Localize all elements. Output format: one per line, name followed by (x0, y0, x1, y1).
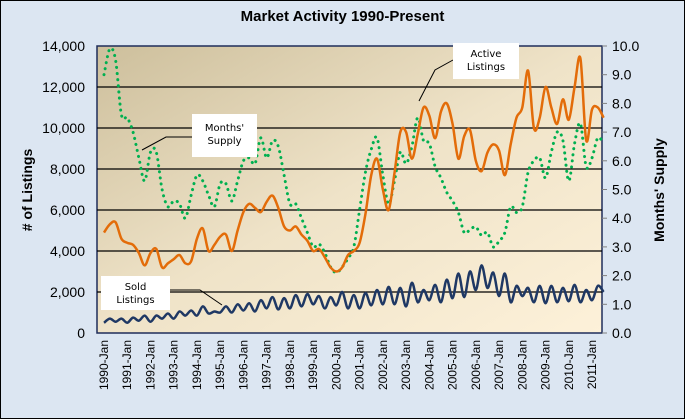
x-tick-label: 2001-Jan (353, 340, 367, 390)
x-axis: 1990-Jan 1991-Jan 1992-Jan 1993-Jan 1994-Jan… (97, 340, 599, 390)
x-tick-label: 2000-Jan (329, 340, 343, 390)
x-tick-label: 1999-Jan (306, 340, 320, 390)
x-tick-label: 2005-Jan (446, 340, 460, 390)
x-tick-label: 1994-Jan (190, 340, 204, 390)
x-tick-label: 2008-Jan (515, 340, 529, 390)
x-tick-label: 1991-Jan (120, 340, 134, 390)
callout-leader-line (170, 289, 223, 306)
series-lines (102, 46, 606, 324)
y-tick-label: 6,000 (50, 202, 85, 218)
y-tick-label: 12,000 (42, 79, 85, 95)
y2-tick-label: 9.0 (612, 67, 632, 83)
series-line-sold-listings (103, 264, 605, 324)
callout-text: Months' (205, 123, 244, 134)
y2-tick-label: 4.0 (612, 210, 632, 226)
x-tick-label: 2009-Jan (539, 340, 553, 390)
callout-text: Listings (467, 62, 505, 73)
series-line-months-supply (102, 46, 606, 275)
y-tick-label: 2,000 (50, 284, 85, 300)
callout-sold-listings: Sold Listings (101, 276, 223, 310)
x-tick-label: 2010-Jan (562, 340, 576, 390)
callout-box (453, 43, 519, 79)
y-tick-label: 4,000 (50, 243, 85, 259)
x-tick-label: 2007-Jan (492, 340, 506, 390)
callout-text: Listings (116, 295, 154, 306)
callout-leader-line (418, 59, 454, 102)
x-tick-label: 2004-Jan (422, 340, 436, 390)
x-tick-label: 1998-Jan (283, 340, 297, 390)
gridlines (97, 86, 602, 293)
y2-tick-label: 8.0 (612, 95, 632, 111)
x-tick-label: 1993-Jan (167, 340, 181, 390)
y-axis-left: 0 2,000 4,000 6,000 8,000 10,000 12,000 14,000 (42, 38, 85, 341)
x-tick-label: 2002-Jan (376, 340, 390, 390)
y2-tick-label: 6.0 (612, 153, 632, 169)
y-tick-label: 8,000 (50, 161, 85, 177)
y2-tick-label: 0.0 (612, 325, 632, 341)
y2-tick-label: 7.0 (612, 124, 632, 140)
y2-tick-label: 1.0 (612, 296, 632, 312)
y-tick-label: 0 (77, 325, 85, 341)
series-line-active-listings (102, 55, 605, 273)
chart-title: Market Activity 1990-Present (240, 8, 445, 25)
callout-leader-line (141, 136, 192, 151)
annotations: Active Listings Months' Supply Sold Listings (101, 43, 519, 310)
x-tick-label: 1996-Jan (236, 340, 250, 390)
x-tick-label: 1990-Jan (97, 340, 111, 390)
x-tick-label: 1995-Jan (213, 340, 227, 390)
y-axis-right: 0.0 1.0 2.0 3.0 4.0 5.0 6.0 7.0 8.0 9.0 10.0 (602, 38, 639, 341)
callout-active-listings: Active Listings (418, 43, 519, 102)
callout-text: Sold (125, 282, 147, 293)
callout-text: Supply (207, 136, 241, 147)
x-tick-label: 2006-Jan (469, 340, 483, 390)
callout-months-supply: Months' Supply (141, 114, 257, 157)
callout-box (101, 276, 170, 310)
x-tick-label: 1992-Jan (143, 340, 157, 390)
y2-tick-label: 3.0 (612, 239, 632, 255)
callout-text: Active (471, 49, 502, 60)
y2-axis-label: Months' Supply (651, 138, 667, 242)
y-tick-label: 10,000 (42, 120, 85, 136)
y2-tick-label: 2.0 (612, 268, 632, 284)
x-tick-label: 2003-Jan (399, 340, 413, 390)
y2-tick-label: 10.0 (612, 38, 639, 54)
callout-box (192, 114, 257, 157)
y-tick-label: 14,000 (42, 38, 85, 54)
x-tick-label: 1997-Jan (260, 340, 274, 390)
y-axis-label: # of Listings (19, 149, 35, 232)
y2-tick-label: 5.0 (612, 182, 632, 198)
x-tick-label: 2011-Jan (585, 340, 599, 389)
